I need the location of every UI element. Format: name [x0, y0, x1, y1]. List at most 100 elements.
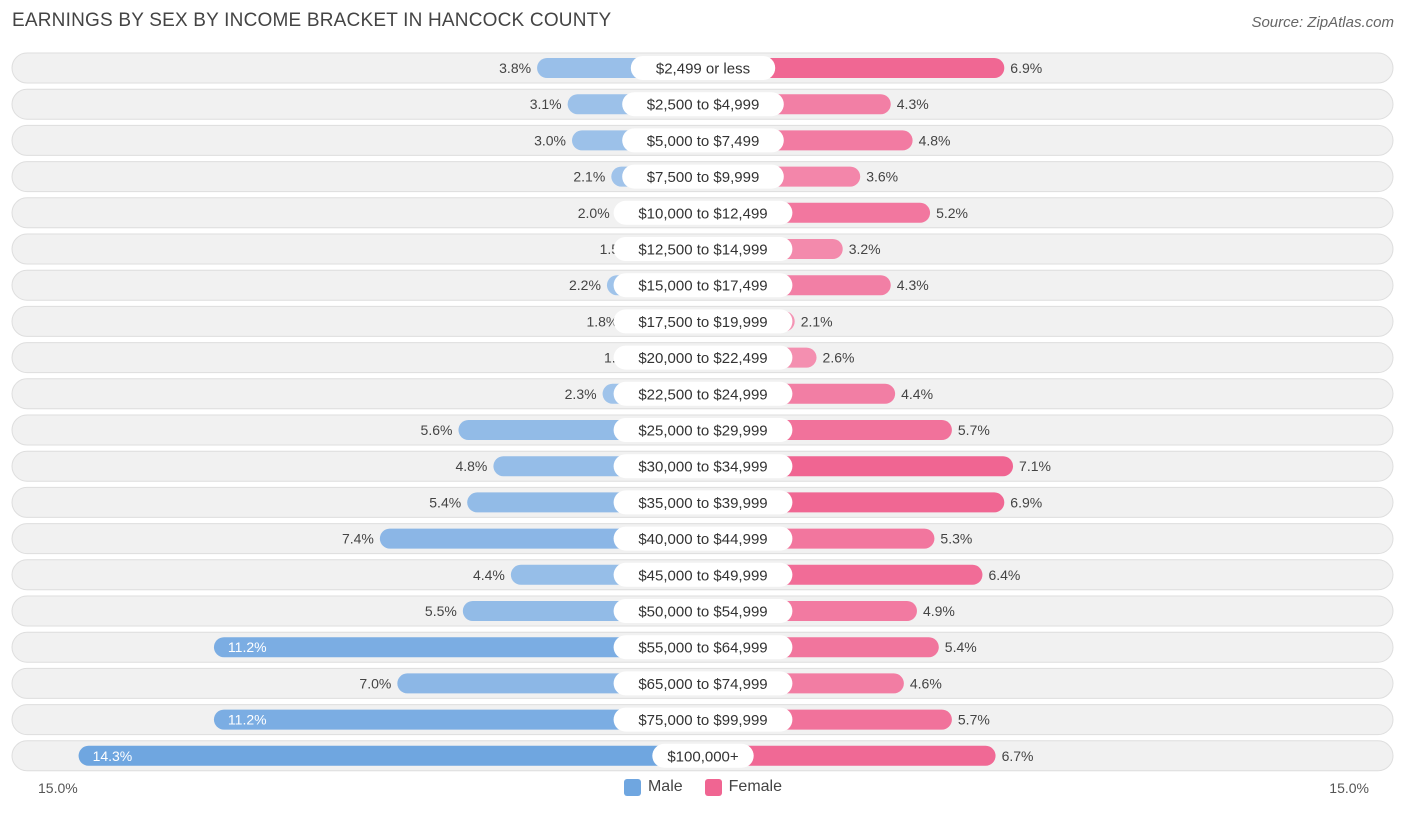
legend-label-female: Female	[728, 778, 783, 795]
category-label: $35,000 to $39,999	[638, 495, 767, 512]
value-label-female: 4.4%	[901, 386, 933, 402]
category-label: $17,500 to $19,999	[638, 314, 767, 331]
value-label-female: 4.3%	[897, 96, 929, 112]
category-pill	[613, 562, 793, 587]
value-label-male: 3.0%	[534, 132, 566, 148]
bar-male	[78, 745, 704, 766]
value-label-female: 4.9%	[923, 603, 955, 619]
category-pill	[613, 273, 793, 298]
category-label: $65,000 to $74,999	[638, 676, 767, 693]
bar-female	[703, 58, 1005, 78]
legend-item-male: Male	[623, 778, 683, 796]
value-label-female: 4.6%	[910, 675, 942, 691]
source-credit: Source: ZipAtlas.com	[1251, 14, 1394, 31]
value-label-male: 11.2%	[228, 712, 267, 728]
category-pill	[630, 56, 776, 80]
category-pill	[613, 599, 793, 623]
value-label-female: 6.9%	[1010, 60, 1042, 76]
row-10: 5.6% 5.7% $25,000 to $29,999	[11, 414, 1394, 446]
chart-title: EARNINGS BY SEX BY INCOME BRACKET IN HAN…	[12, 10, 612, 31]
category-pill	[613, 490, 793, 515]
category-label: $75,000 to $99,999	[638, 712, 767, 729]
legend-item-female: Female	[704, 778, 783, 796]
value-label-female: 3.2%	[849, 241, 881, 257]
value-label-female: 7.1%	[1019, 458, 1051, 474]
category-label: $40,000 to $44,999	[638, 531, 767, 548]
category-label: $50,000 to $54,999	[638, 604, 767, 621]
row-13: 7.4% 5.3% $40,000 to $44,999	[11, 523, 1394, 555]
row-17: 7.0% 4.6% $65,000 to $74,999	[11, 667, 1394, 699]
legend-swatch-female	[704, 778, 722, 796]
category-pill	[613, 345, 793, 370]
value-label-female: 3.6%	[866, 169, 898, 185]
value-label-male: 14.3%	[93, 748, 133, 764]
category-label: $10,000 to $12,499	[638, 205, 767, 222]
row-6: 2.2% 4.3% $15,000 to $17,499	[11, 269, 1394, 301]
row-9: 2.3% 4.4% $22,500 to $24,999	[11, 378, 1394, 410]
category-label: $15,000 to $17,499	[638, 278, 767, 295]
value-label-male: 7.0%	[359, 675, 391, 691]
category-pill	[613, 635, 793, 660]
category-pill	[613, 454, 793, 479]
value-label-female: 5.7%	[958, 712, 990, 728]
category-pill	[613, 671, 793, 696]
value-label-female: 5.3%	[940, 531, 972, 547]
value-label-male: 3.8%	[499, 60, 531, 76]
bar-male	[213, 709, 703, 730]
value-label-female: 5.4%	[945, 639, 977, 655]
category-label: $12,500 to $14,999	[638, 242, 767, 259]
category-pill	[622, 164, 784, 189]
value-label-female: 4.8%	[919, 132, 951, 148]
row-8: 1.4%2.6%$20,000 to $22,499	[11, 342, 1394, 374]
category-label: $2,499 or less	[656, 61, 750, 78]
value-label-female: 5.7%	[958, 422, 990, 438]
category-label: $5,000 to $7,499	[647, 133, 760, 150]
row-1: 3.1% 4.3% $2,500 to $4,999	[11, 88, 1394, 120]
category-pill	[613, 707, 793, 732]
value-label-male: 2.3%	[565, 386, 597, 402]
row-2: 3.0% 4.8% $5,000 to $7,499	[11, 124, 1394, 156]
category-label: $30,000 to $34,999	[638, 459, 767, 476]
row-15: 5.5% 4.9% $50,000 to $54,999	[11, 595, 1394, 627]
value-label-male: 7.4%	[342, 531, 374, 547]
category-label: $7,500 to $9,999	[647, 169, 760, 186]
row-4: 2.0% 5.2% $10,000 to $12,499	[11, 197, 1394, 229]
bar-male	[213, 637, 703, 658]
legend-swatch-male	[623, 778, 641, 796]
value-label-female: 2.6%	[823, 350, 855, 366]
value-label-female: 5.2%	[936, 205, 968, 221]
diverging-bar-chart: 3.8% 6.9% $2,499 or less 3.1% 4.3% $2,500 to …	[11, 52, 1394, 772]
row-5: 1.5%3.2%$12,500 to $14,999	[11, 233, 1394, 265]
row-7: 1.8% 2.1% $17,500 to $19,999	[11, 305, 1394, 337]
category-pill	[613, 381, 793, 406]
value-label-male: 4.8%	[455, 458, 487, 474]
category-pill	[613, 309, 793, 334]
category-pill	[622, 92, 784, 117]
row-18: 11.2% 5.7% $75,000 to $99,999	[11, 704, 1394, 736]
value-label-male: 1.8%	[586, 313, 618, 329]
category-label: $20,000 to $22,499	[638, 350, 767, 367]
row-12: 5.4% 6.9% $35,000 to $39,999	[11, 486, 1394, 518]
category-label: $45,000 to $49,999	[638, 567, 767, 584]
value-label-male: 2.0%	[578, 205, 610, 221]
value-label-male: 11.2%	[228, 639, 267, 655]
axis-left-label: 15.0%	[38, 780, 78, 796]
category-pill	[652, 743, 754, 768]
category-label: $25,000 to $29,999	[638, 423, 767, 440]
row-3: 2.1% 3.6% $7,500 to $9,999	[11, 161, 1394, 193]
value-label-male: 5.6%	[421, 422, 453, 438]
legend-label-male: Male	[647, 778, 683, 795]
value-label-male: 5.4%	[429, 494, 461, 510]
category-label: $100,000+	[667, 748, 739, 765]
value-label-male: 2.1%	[573, 169, 605, 185]
legend: Male Female	[0, 778, 1406, 796]
value-label-female: 6.7%	[1002, 748, 1034, 764]
axis-right-label: 15.0%	[1329, 780, 1369, 796]
value-label-male: 3.1%	[530, 96, 562, 112]
category-label: $22,500 to $24,999	[638, 386, 767, 403]
row-14: 4.4% 6.4% $45,000 to $49,999	[11, 559, 1394, 591]
value-label-male: 2.2%	[569, 277, 601, 293]
category-pill	[613, 526, 793, 551]
category-label: $2,500 to $4,999	[647, 97, 760, 114]
value-label-female: 2.1%	[801, 313, 833, 329]
